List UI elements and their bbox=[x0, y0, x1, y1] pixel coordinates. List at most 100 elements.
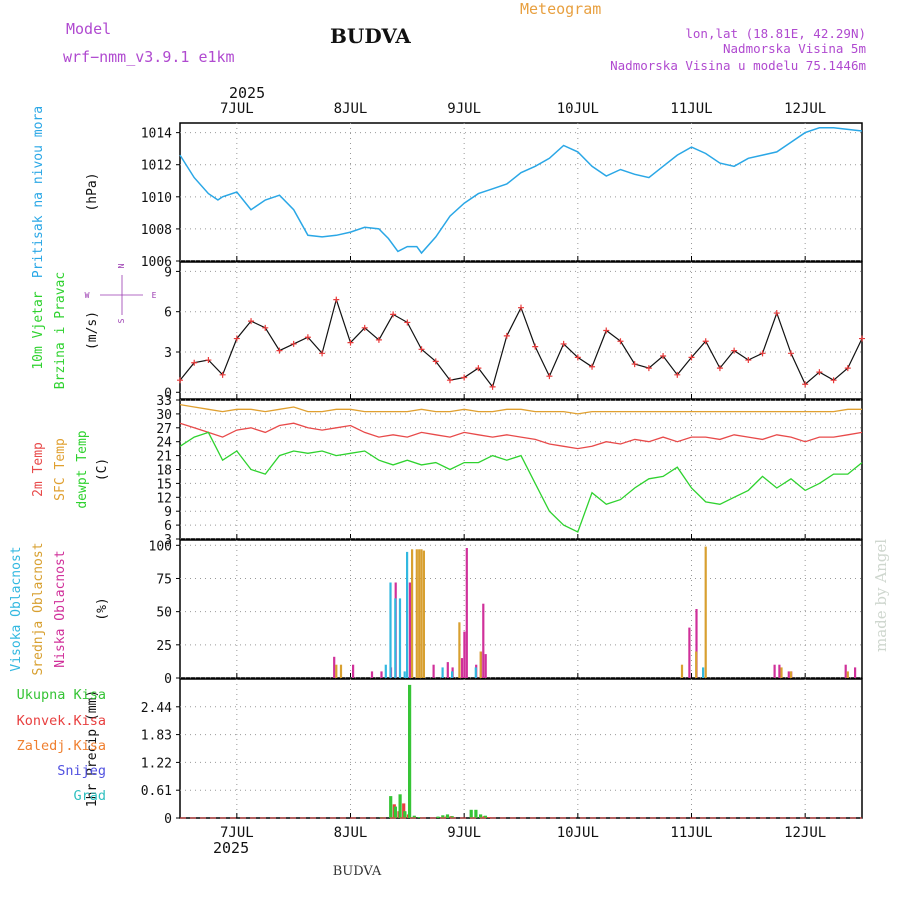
y-tick-label: 0 bbox=[164, 812, 172, 827]
cloud-bar bbox=[380, 671, 383, 678]
wind-speed-marker bbox=[432, 358, 439, 365]
y-tick-label: 3 bbox=[164, 533, 172, 548]
day-label-bottom: 8JUL bbox=[334, 825, 368, 841]
cloud-bar bbox=[479, 651, 482, 678]
credit-watermark: made by Angel bbox=[872, 539, 890, 652]
cloud-bar bbox=[484, 654, 487, 678]
wind-speed-marker bbox=[702, 338, 709, 345]
wind-speed-marker bbox=[290, 340, 297, 347]
y-axis-label: 2m Temp bbox=[31, 442, 46, 497]
day-label-top: 9JUL bbox=[447, 101, 481, 117]
precip-bar bbox=[389, 796, 393, 818]
day-labels-top: 7JUL 8JUL 9JUL 10JUL 11JUL 12JUL bbox=[220, 101, 826, 117]
wind-speed-line bbox=[179, 297, 863, 389]
pressure-panel: 1006 1008 1010 1012 1014 bbox=[141, 122, 863, 270]
wind-speed-marker bbox=[304, 334, 311, 341]
wind-speed-marker bbox=[859, 335, 865, 342]
day-labels-bottom: 7JUL 8JUL 9JUL 10JUL 11JUL 12JUL bbox=[220, 825, 826, 841]
wind-speed-marker bbox=[248, 318, 255, 325]
wind-speed-marker bbox=[631, 361, 638, 368]
precip-bar bbox=[393, 806, 397, 818]
wind-speed-marker bbox=[489, 383, 496, 390]
wind-speed-marker bbox=[787, 350, 794, 357]
cloud-bar bbox=[778, 664, 781, 678]
day-label-bottom: 11JUL bbox=[670, 825, 712, 841]
wind-compass: N S W E bbox=[85, 263, 157, 323]
precip-bar bbox=[403, 811, 407, 818]
pressure-line bbox=[179, 127, 863, 255]
cloud-bar bbox=[389, 582, 392, 678]
precip-bar bbox=[469, 809, 473, 818]
wind-speed-marker bbox=[461, 374, 468, 381]
wind-speed-marker bbox=[660, 353, 667, 360]
wind-speed-marker bbox=[375, 336, 382, 343]
station-title: BUDVA bbox=[330, 24, 411, 48]
cloud-bar bbox=[422, 550, 425, 678]
wind-speed-marker bbox=[645, 365, 652, 372]
wind-speed-marker bbox=[716, 365, 723, 372]
y-axis-label: 1hr Precip (mm) bbox=[85, 690, 100, 807]
cloud-bar bbox=[458, 622, 461, 678]
precip-bar bbox=[487, 817, 491, 818]
precip-bar bbox=[408, 684, 412, 818]
cloud-bar bbox=[846, 671, 849, 678]
y-tick-label: 18 bbox=[156, 464, 172, 479]
year-bottom: 2025 bbox=[213, 839, 249, 857]
temperature-line bbox=[179, 431, 863, 533]
compass-south: S bbox=[117, 318, 126, 323]
cloud-bar bbox=[394, 598, 397, 678]
y-axis-label: dewpt Temp bbox=[75, 430, 90, 508]
y-tick-label: 6 bbox=[164, 519, 172, 534]
y-tick-label: 1014 bbox=[141, 127, 172, 142]
wind-speed-marker bbox=[418, 346, 425, 353]
precip-legend-item: Konvek.Kisa bbox=[17, 713, 106, 729]
y-axis-label: Brzina i Pravac bbox=[53, 272, 68, 389]
precip-legend: Ukupna Kisa Konvek.Kisa Zaledj.Kisa Snijeg G… bbox=[17, 687, 106, 804]
cloud-bar bbox=[432, 664, 435, 678]
wind-speed-marker bbox=[560, 340, 567, 347]
y-axis-label: 10m Vjetar bbox=[31, 291, 46, 369]
precip-bar bbox=[479, 814, 483, 818]
panel-frame bbox=[179, 122, 863, 262]
y-axis-label: (C) bbox=[95, 458, 110, 481]
wind-speed-marker bbox=[333, 296, 340, 303]
precip-bar bbox=[417, 817, 421, 818]
y-tick-label: 15 bbox=[156, 477, 172, 492]
cloud-bar bbox=[688, 627, 691, 678]
cloud-bar bbox=[339, 664, 343, 678]
y-tick-label: 6 bbox=[164, 306, 172, 321]
precip-bar bbox=[398, 794, 402, 818]
cloud-bar bbox=[420, 549, 423, 678]
cloud-bar bbox=[335, 664, 338, 678]
y-tick-label: 3 bbox=[164, 346, 172, 361]
panel-y-labels: Pritisak na nivou mora (hPa) 10m Vjetar Brz… bbox=[9, 106, 110, 807]
temperature-line bbox=[179, 403, 862, 415]
wind-speed-marker bbox=[347, 339, 354, 346]
cloud-bar bbox=[704, 546, 707, 678]
cloud-bar bbox=[474, 667, 477, 678]
y-axis-label: Srednja Oblacnost bbox=[31, 542, 46, 675]
precip-legend-item: Grad bbox=[73, 788, 106, 804]
day-label-top: 8JUL bbox=[334, 101, 368, 117]
model-label: Model bbox=[66, 20, 111, 38]
cloud-bar bbox=[441, 667, 444, 678]
precip-bar bbox=[483, 815, 487, 818]
wind-speed-marker bbox=[319, 350, 326, 357]
wind-speed-marker bbox=[745, 357, 752, 364]
wind-speed-marker bbox=[262, 324, 269, 331]
y-tick-label: 1008 bbox=[141, 223, 172, 238]
y-tick-label: 1006 bbox=[141, 255, 172, 270]
cloud-bar bbox=[695, 651, 698, 678]
day-label-top: 11JUL bbox=[670, 101, 712, 117]
y-tick-label: 50 bbox=[156, 606, 172, 621]
wind-speed-marker bbox=[446, 377, 453, 384]
elevation-label: Nadmorska Visina 5m bbox=[723, 41, 866, 56]
y-tick-label: 25 bbox=[156, 639, 172, 654]
wind-speed-marker bbox=[773, 310, 780, 317]
y-tick-label: 2.44 bbox=[141, 701, 172, 716]
cloud-bar bbox=[398, 598, 402, 678]
wind-speed-marker bbox=[361, 324, 368, 331]
wind-speed-marker bbox=[503, 332, 510, 339]
y-axis-label: Pritisak na nivou mora bbox=[31, 106, 46, 278]
